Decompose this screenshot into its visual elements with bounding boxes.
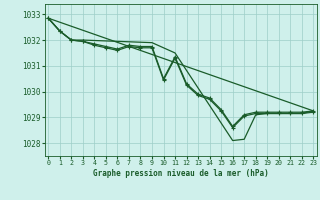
X-axis label: Graphe pression niveau de la mer (hPa): Graphe pression niveau de la mer (hPa): [93, 169, 269, 178]
